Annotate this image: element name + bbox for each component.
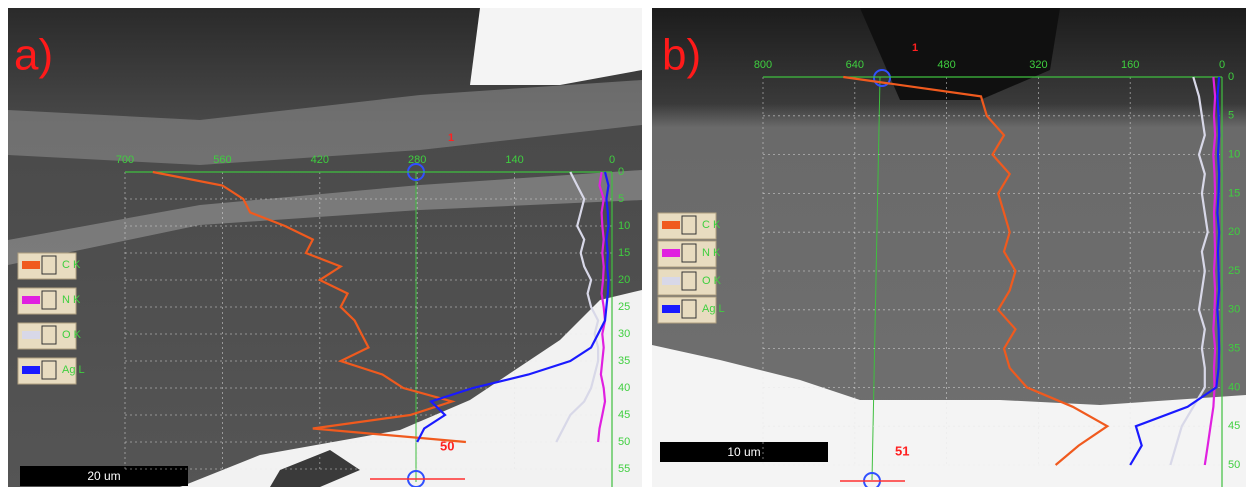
- legend-swatch: [22, 366, 40, 374]
- y-tick-label: 25: [1228, 265, 1240, 277]
- x-tick-label: 560: [213, 154, 231, 166]
- x-tick-label: 160: [1121, 59, 1139, 71]
- x-tick-label: 140: [505, 154, 523, 166]
- legend-label: C K: [62, 259, 81, 271]
- y-tick-label: 35: [618, 355, 630, 367]
- legend-label: Ag L: [702, 303, 725, 315]
- y-tick-label: 55: [618, 463, 630, 475]
- figure: 20 um 10 um a) b) 1 1 50 51 700560420280…: [0, 0, 1246, 487]
- y-tick-label: 10: [618, 220, 630, 232]
- y-tick-label: 30: [618, 328, 630, 340]
- legend-swatch: [662, 277, 680, 285]
- legend-label: N K: [702, 247, 721, 259]
- x-tick-label: 420: [311, 154, 329, 166]
- y-tick-label: 30: [1228, 304, 1240, 316]
- legend-swatch: [662, 249, 680, 257]
- y-tick-label: 5: [1228, 110, 1234, 122]
- legend-swatch: [22, 296, 40, 304]
- scale-bar-label: 10 um: [727, 445, 760, 459]
- y-tick-label: 40: [1228, 381, 1240, 393]
- y-tick-label: 15: [618, 247, 630, 259]
- y-tick-label: 5: [618, 193, 624, 205]
- y-tick-label: 45: [618, 409, 630, 421]
- y-tick-label: 25: [618, 301, 630, 313]
- legend-swatch: [662, 305, 680, 313]
- legend-label: C K: [702, 219, 721, 231]
- legend-label: O K: [702, 275, 722, 287]
- marker-label: 1: [912, 42, 918, 54]
- x-tick-label: 320: [1029, 59, 1047, 71]
- y-tick-label: 35: [1228, 343, 1240, 355]
- x-tick-label: 280: [408, 154, 426, 166]
- x-tick-label: 800: [754, 59, 772, 71]
- x-tick-label: 700: [116, 154, 134, 166]
- y-tick-label: 20: [618, 274, 630, 286]
- x-tick-label: 640: [846, 59, 864, 71]
- legend-swatch: [22, 261, 40, 269]
- legend-label: Ag L: [62, 364, 85, 376]
- legend-label: O K: [62, 329, 82, 341]
- legend-swatch: [22, 331, 40, 339]
- y-tick-label: 20: [1228, 226, 1240, 238]
- scale-bar-label: 20 um: [87, 469, 120, 483]
- y-tick-label: 10: [1228, 149, 1240, 161]
- y-tick-label: 0: [1228, 71, 1234, 83]
- marker-label: 1: [448, 132, 454, 144]
- panel-label: b): [662, 31, 701, 80]
- y-tick-label: 45: [1228, 420, 1240, 432]
- x-tick-label: 0: [1219, 59, 1225, 71]
- y-tick-label: 50: [618, 436, 630, 448]
- legend-label: N K: [62, 294, 81, 306]
- y-tick-label: 40: [618, 382, 630, 394]
- y-tick-label: 50: [1228, 459, 1240, 471]
- y-tick-label: 15: [1228, 187, 1240, 199]
- y-tick-label: 0: [618, 166, 624, 178]
- legend-swatch: [662, 221, 680, 229]
- x-tick-label: 480: [937, 59, 955, 71]
- micrograph-b: [652, 8, 1246, 487]
- panel-label: a): [14, 31, 53, 80]
- x-tick-label: 0: [609, 154, 615, 166]
- cursor-label: 51: [895, 443, 909, 458]
